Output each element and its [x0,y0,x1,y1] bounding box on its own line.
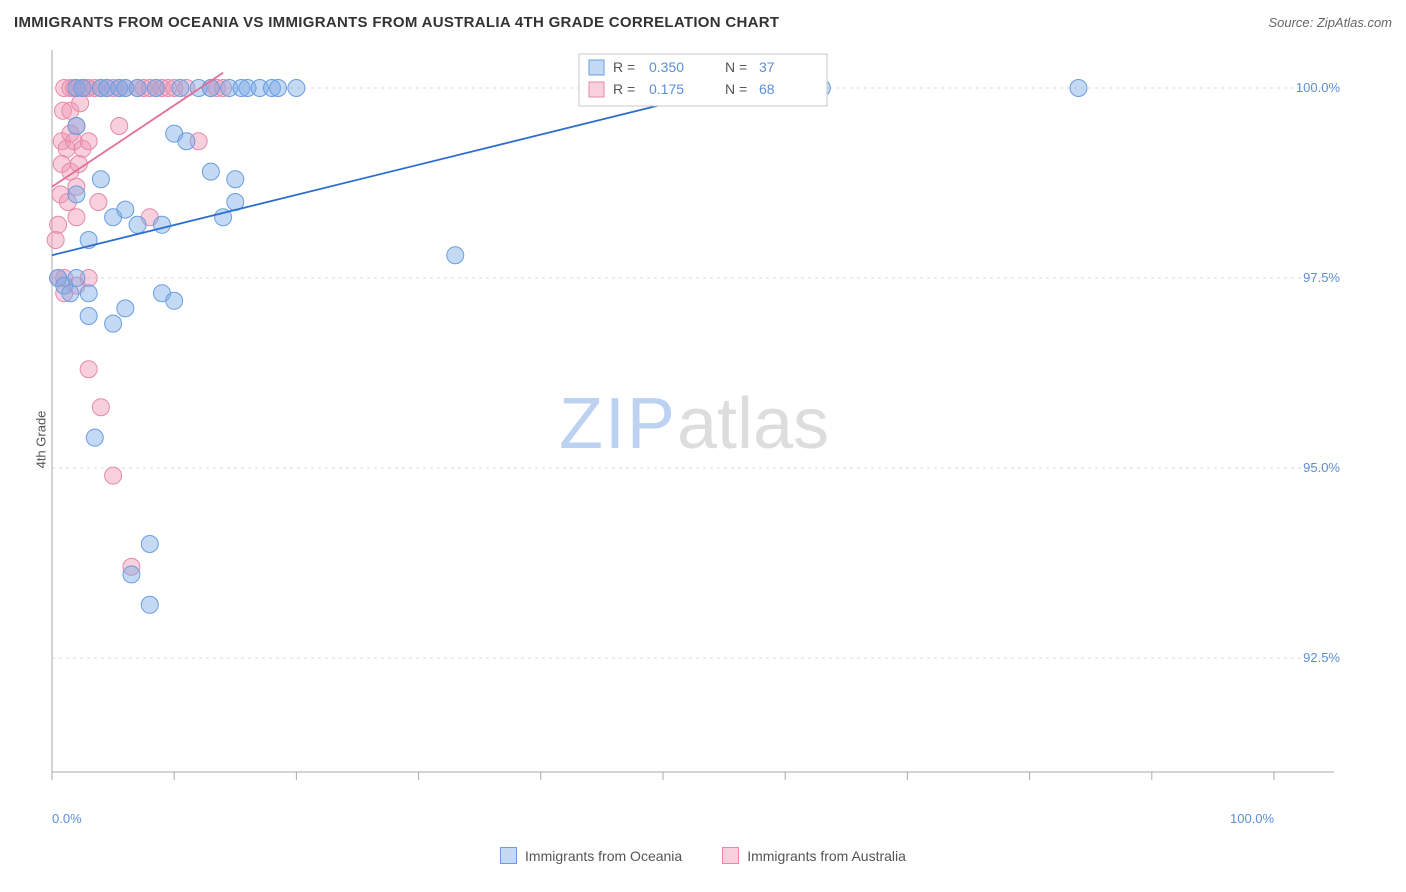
svg-text:95.0%: 95.0% [1303,460,1340,475]
x-tick-label: 100.0% [1230,811,1274,826]
x-tick-label: 0.0% [52,811,82,826]
svg-text:N =: N = [725,59,747,75]
chart-svg: 92.5% 95.0% 97.5% 100.0% R = 0.350 N = 37 R = 0.… [44,44,1344,804]
svg-text:37: 37 [759,59,775,75]
legend-item-oceania: Immigrants from Oceania [500,847,682,864]
svg-text:100.0%: 100.0% [1296,80,1341,95]
chart-plot: 92.5% 95.0% 97.5% 100.0% R = 0.350 N = 37 R = 0.… [44,44,1344,804]
svg-text:0.350: 0.350 [649,59,684,75]
source-attribution: Source: ZipAtlas.com [1268,15,1392,30]
legend-label-australia: Immigrants from Australia [747,848,906,864]
svg-text:68: 68 [759,81,775,97]
legend-label-oceania: Immigrants from Oceania [525,848,682,864]
legend-swatch-oceania [500,847,517,864]
legend-swatch-australia [722,847,739,864]
svg-text:92.5%: 92.5% [1303,650,1340,665]
svg-text:R =: R = [613,59,635,75]
svg-text:N =: N = [725,81,747,97]
chart-title: IMMIGRANTS FROM OCEANIA VS IMMIGRANTS FR… [14,14,779,31]
legend-item-australia: Immigrants from Australia [722,847,906,864]
svg-text:0.175: 0.175 [649,81,684,97]
svg-text:R =: R = [613,81,635,97]
svg-text:97.5%: 97.5% [1303,270,1340,285]
legend-bottom: Immigrants from Oceania Immigrants from … [0,847,1406,864]
